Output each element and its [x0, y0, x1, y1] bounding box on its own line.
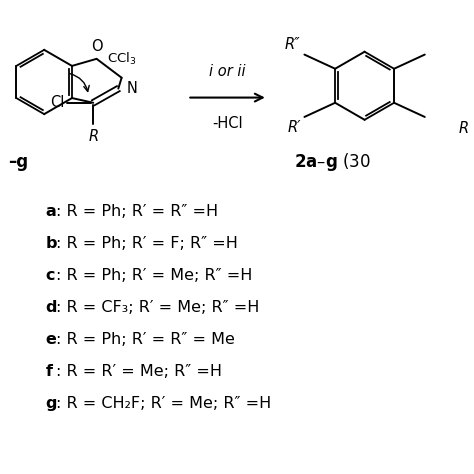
Text: c: c: [46, 268, 55, 283]
Text: CCl$_3$: CCl$_3$: [107, 51, 137, 67]
Text: : R = Ph; R′ = Me; R″ =H: : R = Ph; R′ = Me; R″ =H: [56, 268, 253, 283]
Text: f: f: [46, 364, 53, 379]
Text: Cl: Cl: [51, 95, 65, 110]
Text: d: d: [46, 300, 57, 315]
Text: R: R: [458, 121, 469, 136]
Text: O: O: [91, 39, 102, 54]
Text: b: b: [46, 236, 57, 251]
Text: i or ii: i or ii: [209, 64, 246, 79]
Text: g: g: [46, 396, 57, 411]
Text: $\mathbf{2a}$–$\mathbf{g}$ (30: $\mathbf{2a}$–$\mathbf{g}$ (30: [294, 151, 371, 173]
Text: R″: R″: [285, 37, 301, 52]
Text: : R = CH₂F; R′ = Me; R″ =H: : R = CH₂F; R′ = Me; R″ =H: [56, 396, 272, 411]
Text: : R = Ph; R′ = R″ =H: : R = Ph; R′ = R″ =H: [56, 203, 219, 219]
Text: : R = R′ = Me; R″ =H: : R = R′ = Me; R″ =H: [56, 364, 222, 379]
Text: -HCl: -HCl: [212, 116, 243, 130]
Text: –g: –g: [8, 153, 28, 171]
Text: a: a: [46, 203, 56, 219]
Text: e: e: [46, 332, 56, 347]
Text: : R = Ph; R′ = F; R″ =H: : R = Ph; R′ = F; R″ =H: [56, 236, 238, 251]
Text: : R = Ph; R′ = R″ = Me: : R = Ph; R′ = R″ = Me: [56, 332, 235, 347]
Text: R: R: [88, 129, 98, 144]
Text: N: N: [127, 81, 138, 96]
Text: : R = CF₃; R′ = Me; R″ =H: : R = CF₃; R′ = Me; R″ =H: [56, 300, 260, 315]
Text: R′: R′: [287, 120, 301, 135]
